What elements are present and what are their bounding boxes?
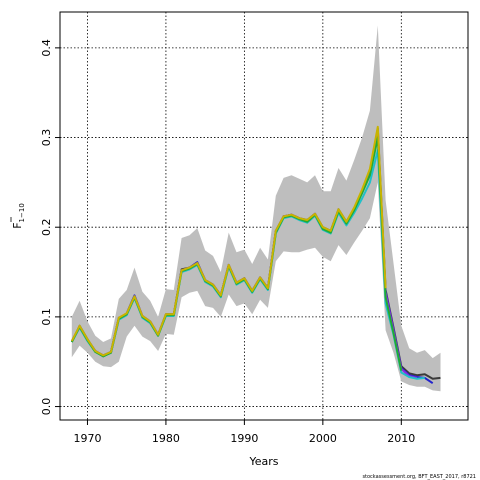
footer-credit: stockassessment.org, BFT_EAST_2017, r872… [362,474,476,480]
x-tick-label: 2010 [387,432,415,445]
y-axis-title-subscript: 1−10 [18,203,26,222]
y-tick-label: 0.4 [40,39,53,57]
x-tick-label: 1980 [152,432,180,445]
y-axis-title-main: F [11,222,24,228]
confidence-band-area [71,25,441,392]
x-axis-title: Years [248,455,278,468]
y-tick-label: 0.3 [40,129,53,147]
y-tick-label: 0.0 [40,398,53,416]
y-axis-title: F1−10 [11,203,26,229]
x-tick-label: 1970 [73,432,101,445]
plot-frame [59,11,469,421]
confidence-band [71,25,441,392]
x-tick-label: 2000 [309,432,337,445]
axis-ticks: 1970 1980 1990 2000 2010 0.0 0.1 0.2 0.3 0.4 [40,39,415,445]
series-lines [70,125,441,385]
x-tick-label: 1990 [230,432,258,445]
y-tick-label: 0.2 [40,218,53,236]
series-line-6 [70,125,387,357]
y-tick-label: 0.1 [40,308,53,326]
y-axis-title-group: F1−10 [10,203,26,229]
